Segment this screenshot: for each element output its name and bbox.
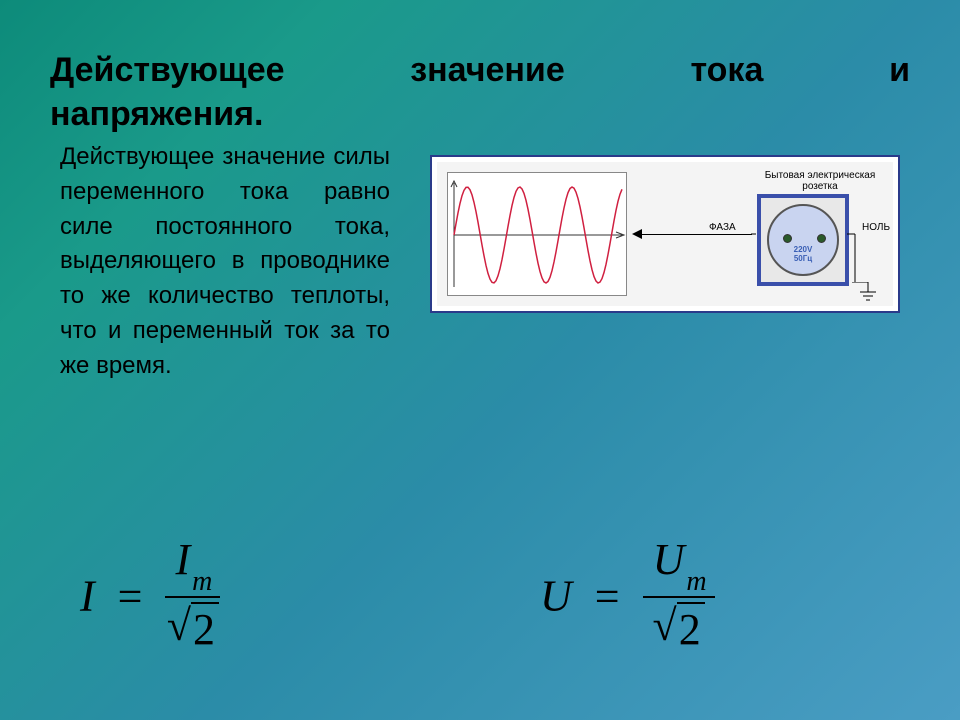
formula-U-radicand: 2 xyxy=(677,602,705,655)
title-line-2: напряжения. xyxy=(50,92,910,136)
socket-voltage: 220V xyxy=(794,245,813,254)
neutral-label: НОЛЬ xyxy=(862,222,890,233)
sqrt-icon: √ xyxy=(167,600,191,651)
wire-phase xyxy=(751,192,761,292)
circuit-diagram: Бытовая электрическая розетка ФАЗА НОЛЬ … xyxy=(430,155,900,313)
denominator-U: √2 xyxy=(643,598,715,655)
formula-I-lhs: I xyxy=(80,572,95,621)
fraction-U: Um √2 xyxy=(643,534,715,655)
socket-circle: 220V 50Гц xyxy=(767,204,839,276)
socket-box: 220V 50Гц xyxy=(757,194,849,286)
phase-label: ФАЗА xyxy=(709,222,736,233)
sqrt-icon: √ xyxy=(653,600,677,651)
arrow-line xyxy=(637,234,752,235)
formula-current: I = Im √2 xyxy=(80,540,220,661)
equals-sign: = xyxy=(595,572,620,621)
socket-freq: 50Гц xyxy=(794,254,812,263)
numerator-U: Um xyxy=(643,534,715,598)
formula-I-num-sub: m xyxy=(192,566,212,597)
arrow-head-icon xyxy=(632,229,642,239)
title-line-1: Действующее значение тока и xyxy=(50,48,910,92)
socket-rating: 220V 50Гц xyxy=(769,246,837,264)
formula-voltage: U = Um √2 xyxy=(540,540,715,661)
socket-title: Бытовая электрическая розетка xyxy=(755,170,885,192)
slide-title: Действующее значение тока и напряжения. xyxy=(50,48,910,136)
formula-U-lhs: U xyxy=(540,572,572,621)
definition-text: Действующее значение силы переменного то… xyxy=(60,140,390,384)
formula-U-num-var: U xyxy=(653,535,685,584)
fraction-I: Im √2 xyxy=(165,534,220,655)
formula-U-num-sub: m xyxy=(686,566,706,597)
numerator-I: Im xyxy=(165,534,220,598)
equals-sign: = xyxy=(118,572,143,621)
formula-I-num-var: I xyxy=(175,535,190,584)
formula-I-radicand: 2 xyxy=(191,602,219,655)
denominator-I: √2 xyxy=(165,598,220,655)
sine-wave-icon xyxy=(448,173,628,297)
sine-wave-panel xyxy=(447,172,627,296)
wire-neutral xyxy=(847,232,859,287)
socket-hole-left xyxy=(783,234,792,243)
socket-hole-right xyxy=(817,234,826,243)
diagram-inner: Бытовая электрическая розетка ФАЗА НОЛЬ … xyxy=(437,162,893,306)
